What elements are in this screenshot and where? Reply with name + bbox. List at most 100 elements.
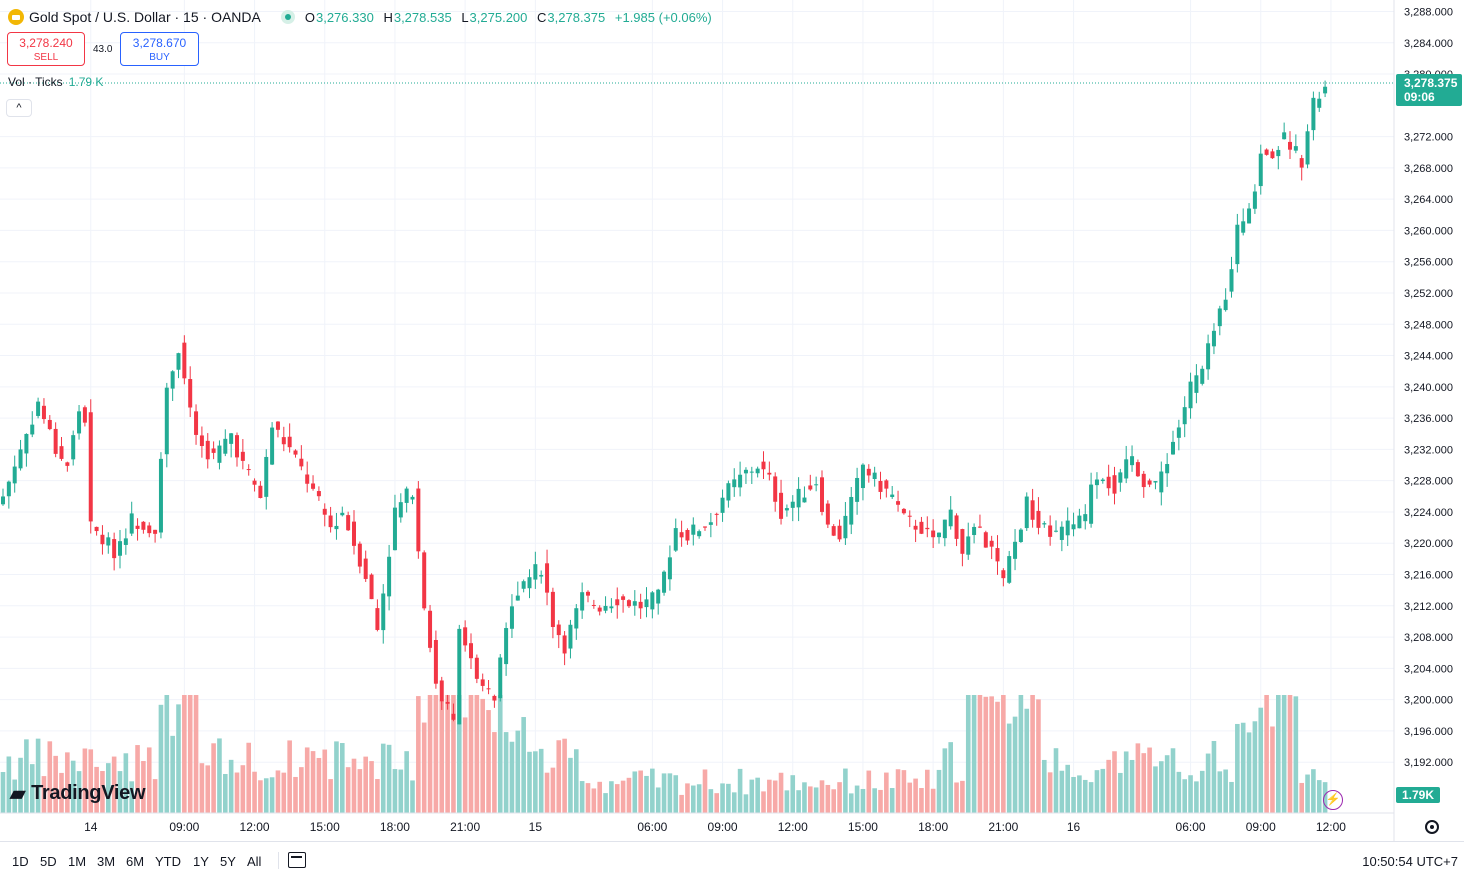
candle-body — [1270, 151, 1275, 159]
chart-grid — [0, 0, 1394, 813]
sell-button[interactable]: 3,278.240 SELL — [7, 32, 85, 66]
candle-body — [574, 608, 579, 629]
volume-bar — [848, 793, 854, 813]
candle-body — [685, 529, 690, 541]
volume-bar — [316, 757, 322, 813]
candle-body — [270, 427, 275, 465]
volume-bar — [1258, 707, 1264, 813]
range-1d[interactable]: 1D — [12, 854, 29, 869]
volume-bar — [1211, 740, 1217, 813]
time-tick-label: 18:00 — [918, 820, 948, 834]
volume-bar — [696, 784, 702, 813]
candle-body — [170, 371, 175, 389]
candle-body — [24, 433, 29, 454]
price-tick-label: 3,216.000 — [1404, 570, 1453, 582]
volume-bar — [936, 769, 942, 813]
lightning-icon[interactable]: ⚡ — [1323, 790, 1343, 810]
candle-body — [229, 433, 234, 444]
gear-icon[interactable] — [1425, 820, 1439, 834]
candle-body — [1241, 221, 1246, 233]
volume-bar — [1036, 699, 1041, 813]
candle-body — [1171, 441, 1175, 455]
candle-body — [1176, 427, 1181, 438]
range-1m[interactable]: 1M — [68, 854, 87, 869]
candle-body — [18, 449, 23, 469]
clock[interactable]: 10:50:54 UTC+7 — [1362, 854, 1458, 869]
collapse-legend-button[interactable]: ^ — [6, 99, 32, 117]
candle-body — [866, 468, 871, 476]
candle-body — [492, 695, 497, 701]
volume-bar — [439, 700, 445, 813]
volume-bar — [614, 784, 620, 813]
logo-text: TradingView — [31, 782, 146, 804]
price-axis[interactable]: 3,288.0003,284.0003,280.0003,272.0003,26… — [1404, 6, 1453, 769]
candle-body — [1112, 475, 1117, 494]
gold-symbol-icon — [8, 9, 24, 25]
volume-bar — [907, 782, 913, 813]
calendar-icon[interactable] — [288, 852, 306, 868]
candle-body — [972, 526, 977, 536]
candle-body — [59, 446, 64, 459]
volume-bar — [509, 741, 515, 813]
price-tick-label: 3,232.000 — [1404, 444, 1453, 456]
volume-bar — [340, 743, 345, 813]
volume-bar — [702, 769, 708, 813]
price-tick-label: 3,196.000 — [1404, 726, 1453, 738]
volume-bar — [310, 751, 316, 813]
volume-bar — [930, 788, 936, 813]
volume-bar — [749, 779, 755, 813]
candle-body — [322, 508, 327, 515]
volume-bar — [866, 770, 872, 813]
symbol-title[interactable]: Gold Spot / U.S. Dollar · 15 · OANDA — [29, 9, 261, 25]
candle-body — [1293, 146, 1298, 151]
range-5d[interactable]: 5D — [40, 854, 57, 869]
volume-bar — [1129, 759, 1135, 813]
candle-body — [334, 525, 339, 530]
candle-body — [188, 379, 193, 408]
candle-body — [603, 605, 608, 611]
tradingview-logo[interactable]: ▰ TradingView — [10, 781, 146, 806]
range-ytd[interactable]: YTD — [155, 854, 181, 869]
candle-body — [591, 604, 596, 606]
time-axis[interactable]: 14 09:00 12:00 15:00 18:00 21:00 15 06:00 09:00 1… — [84, 820, 1346, 834]
volume-bar — [568, 757, 573, 813]
sell-price: 3,278.240 — [19, 36, 73, 50]
candle-body — [673, 528, 678, 551]
candle-body — [568, 624, 573, 649]
range-3m[interactable]: 3M — [97, 854, 116, 869]
volume-bar — [398, 769, 404, 813]
candle-body — [831, 526, 836, 536]
candle-body — [913, 525, 918, 530]
volume-bar — [726, 783, 731, 813]
range-1y[interactable]: 1Y — [193, 854, 209, 869]
buy-button[interactable]: 3,278.670 BUY — [120, 32, 199, 66]
range-6m[interactable]: 6M — [126, 854, 145, 869]
volume-bar — [275, 770, 281, 813]
candle-body — [118, 541, 122, 556]
volume-bar — [620, 780, 626, 813]
candle-body — [1141, 473, 1146, 488]
range-all[interactable]: All — [247, 854, 262, 869]
candle-body — [53, 428, 58, 454]
candle-body — [720, 497, 725, 513]
volume-legend[interactable]: Vol · Ticks 1.79 K — [8, 75, 103, 89]
time-tick-label: 12:00 — [240, 820, 270, 834]
range-5y[interactable]: 5Y — [220, 854, 236, 869]
candle-body — [515, 595, 520, 601]
ohlc-values: O3,276.330 H3,278.535 L3,275.200 C3,278.… — [305, 10, 718, 25]
volume-bar — [1164, 755, 1170, 813]
candle-body — [381, 593, 386, 631]
bar-countdown: 09:06 — [1404, 90, 1435, 104]
volume-bar — [550, 767, 556, 813]
price-tick-label: 3,224.000 — [1404, 507, 1453, 519]
change-value: +1.985 (+0.06%) — [614, 9, 712, 25]
candle-body — [211, 448, 216, 453]
volume-bar — [357, 769, 363, 813]
volume-bar — [82, 748, 88, 813]
time-tick-label: 06:00 — [637, 820, 667, 834]
price-tick-label: 3,244.000 — [1404, 351, 1453, 363]
time-tick-label: 18:00 — [380, 820, 410, 834]
volume-bar — [24, 739, 29, 813]
market-status-icon[interactable] — [280, 10, 295, 24]
